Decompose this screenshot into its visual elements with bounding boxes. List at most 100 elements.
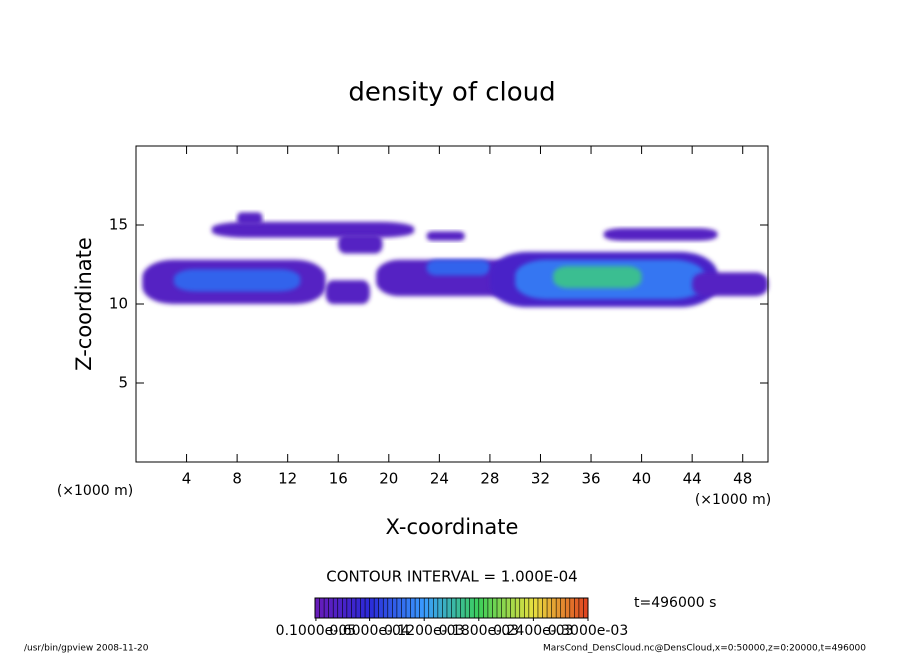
colorbar-cell xyxy=(333,598,339,618)
colorbar-cell xyxy=(360,598,366,618)
x-tick-label: 44 xyxy=(683,470,702,488)
colorbar-cell xyxy=(342,598,348,618)
colorbar-cell xyxy=(519,598,525,618)
x-tick-label: 8 xyxy=(232,470,242,488)
cloud-region xyxy=(426,231,465,241)
colorbar-cell xyxy=(410,598,416,618)
colorbar-cell xyxy=(383,598,389,618)
colorbar-cell xyxy=(319,598,325,618)
x-tick-label: 16 xyxy=(329,470,348,488)
cloud-region xyxy=(426,259,490,276)
colorbar-cell xyxy=(387,598,393,618)
colorbar-cell xyxy=(510,598,516,618)
colorbar-cell xyxy=(433,598,439,618)
colorbar-label: 0.6000e-04 xyxy=(329,623,410,639)
x-tick-label: 36 xyxy=(581,470,600,488)
colorbar-cell xyxy=(396,598,402,618)
chart-title: density of cloud xyxy=(348,78,555,108)
colorbar-cell xyxy=(406,598,412,618)
colorbar-cell xyxy=(465,598,471,618)
colorbar-label: 0.3000e-03 xyxy=(548,623,628,639)
y-tick-label: 15 xyxy=(109,216,128,234)
x-tick-label: 24 xyxy=(430,470,449,488)
colorbar-cell xyxy=(337,598,343,618)
x-tick-label: 4 xyxy=(182,470,192,488)
colorbar-cell xyxy=(451,598,457,618)
colorbar-cell xyxy=(428,598,434,618)
y-axis-label: Z-coordinate xyxy=(72,237,96,371)
colorbar-cell xyxy=(392,598,398,618)
colorbar-cell xyxy=(501,598,507,618)
colorbar-cell xyxy=(324,598,330,618)
cloud-region xyxy=(173,269,301,292)
x-unit-label: (×1000 m) xyxy=(57,483,133,499)
colorbar-cell xyxy=(578,598,584,618)
colorbar-cell xyxy=(442,598,448,618)
colorbar-cell xyxy=(492,598,498,618)
colorbar-cell xyxy=(533,598,539,618)
colorbar-cell xyxy=(547,598,553,618)
colorbar-cell xyxy=(469,598,475,618)
colorbar-cell xyxy=(424,598,430,618)
colorbar-cell xyxy=(497,598,503,618)
colorbar-cell xyxy=(569,598,575,618)
colorbar-cell xyxy=(524,598,530,618)
colorbar-cell xyxy=(456,598,462,618)
colorbar-cell xyxy=(483,598,489,618)
plot-area xyxy=(142,212,768,308)
colorbar-cell xyxy=(478,598,484,618)
colorbar-label: 0.1800e-03 xyxy=(439,623,519,639)
colorbar-cell xyxy=(556,598,562,618)
colorbar-cell xyxy=(528,598,534,618)
colorbar-cell xyxy=(374,598,380,618)
y-tick-label: 10 xyxy=(109,295,128,313)
x-unit-label: (×1000 m) xyxy=(695,492,771,508)
colorbar-cell xyxy=(378,598,384,618)
colorbar-frame xyxy=(314,597,589,619)
colorbar-cell xyxy=(446,598,452,618)
colorbar-cell xyxy=(583,598,589,618)
footer-left: /usr/bin/gpview 2008-11-20 xyxy=(24,644,149,654)
colorbar-cell xyxy=(346,598,352,618)
colorbar-cell xyxy=(437,598,443,618)
colorbar-cell xyxy=(460,598,466,618)
cloud-region xyxy=(692,272,768,297)
colorbar-cell xyxy=(560,598,566,618)
colorbar-cell xyxy=(355,598,361,618)
x-tick-label: 32 xyxy=(531,470,550,488)
colorbar-label: 0.1000e-05 xyxy=(276,623,356,639)
cloud-region xyxy=(553,266,642,289)
y-tick-label: 5 xyxy=(118,374,128,392)
colorbar-cell xyxy=(369,598,375,618)
contour-interval: CONTOUR INTERVAL = 1.000E-04 xyxy=(326,568,577,586)
x-tick-label: 48 xyxy=(733,470,752,488)
colorbar-cell xyxy=(551,598,557,618)
colorbar-cell xyxy=(315,598,321,618)
colorbar-label: 0.1200e-03 xyxy=(384,623,464,639)
colorbar-cell xyxy=(537,598,543,618)
colorbar-cell xyxy=(328,598,334,618)
cloud-region xyxy=(211,221,415,238)
colorbar-cell xyxy=(506,598,512,618)
colorbar-cell xyxy=(415,598,421,618)
cloud-region xyxy=(237,212,263,225)
colorbar-label: 0.2400e-03 xyxy=(493,623,573,639)
colorbar-cell xyxy=(542,598,548,618)
colorbar-cell xyxy=(565,598,571,618)
colorbar-cell xyxy=(365,598,371,618)
cloud-region xyxy=(338,234,383,254)
footer-right: MarsCond_DensCloud.nc@DensCloud,x=0:5000… xyxy=(543,644,866,654)
colorbar-cell xyxy=(401,598,407,618)
colorbar-cell xyxy=(474,598,480,618)
colorbar-cell xyxy=(515,598,521,618)
x-tick-label: 28 xyxy=(480,470,499,488)
colorbar-cell xyxy=(574,598,580,618)
cloud-region xyxy=(603,228,718,241)
x-axis-label: X-coordinate xyxy=(386,515,519,539)
x-tick-label: 12 xyxy=(278,470,297,488)
x-tick-label: 40 xyxy=(632,470,651,488)
colorbar-cell xyxy=(351,598,357,618)
cloud-region xyxy=(325,280,370,304)
time-label: t=496000 s xyxy=(634,595,716,611)
